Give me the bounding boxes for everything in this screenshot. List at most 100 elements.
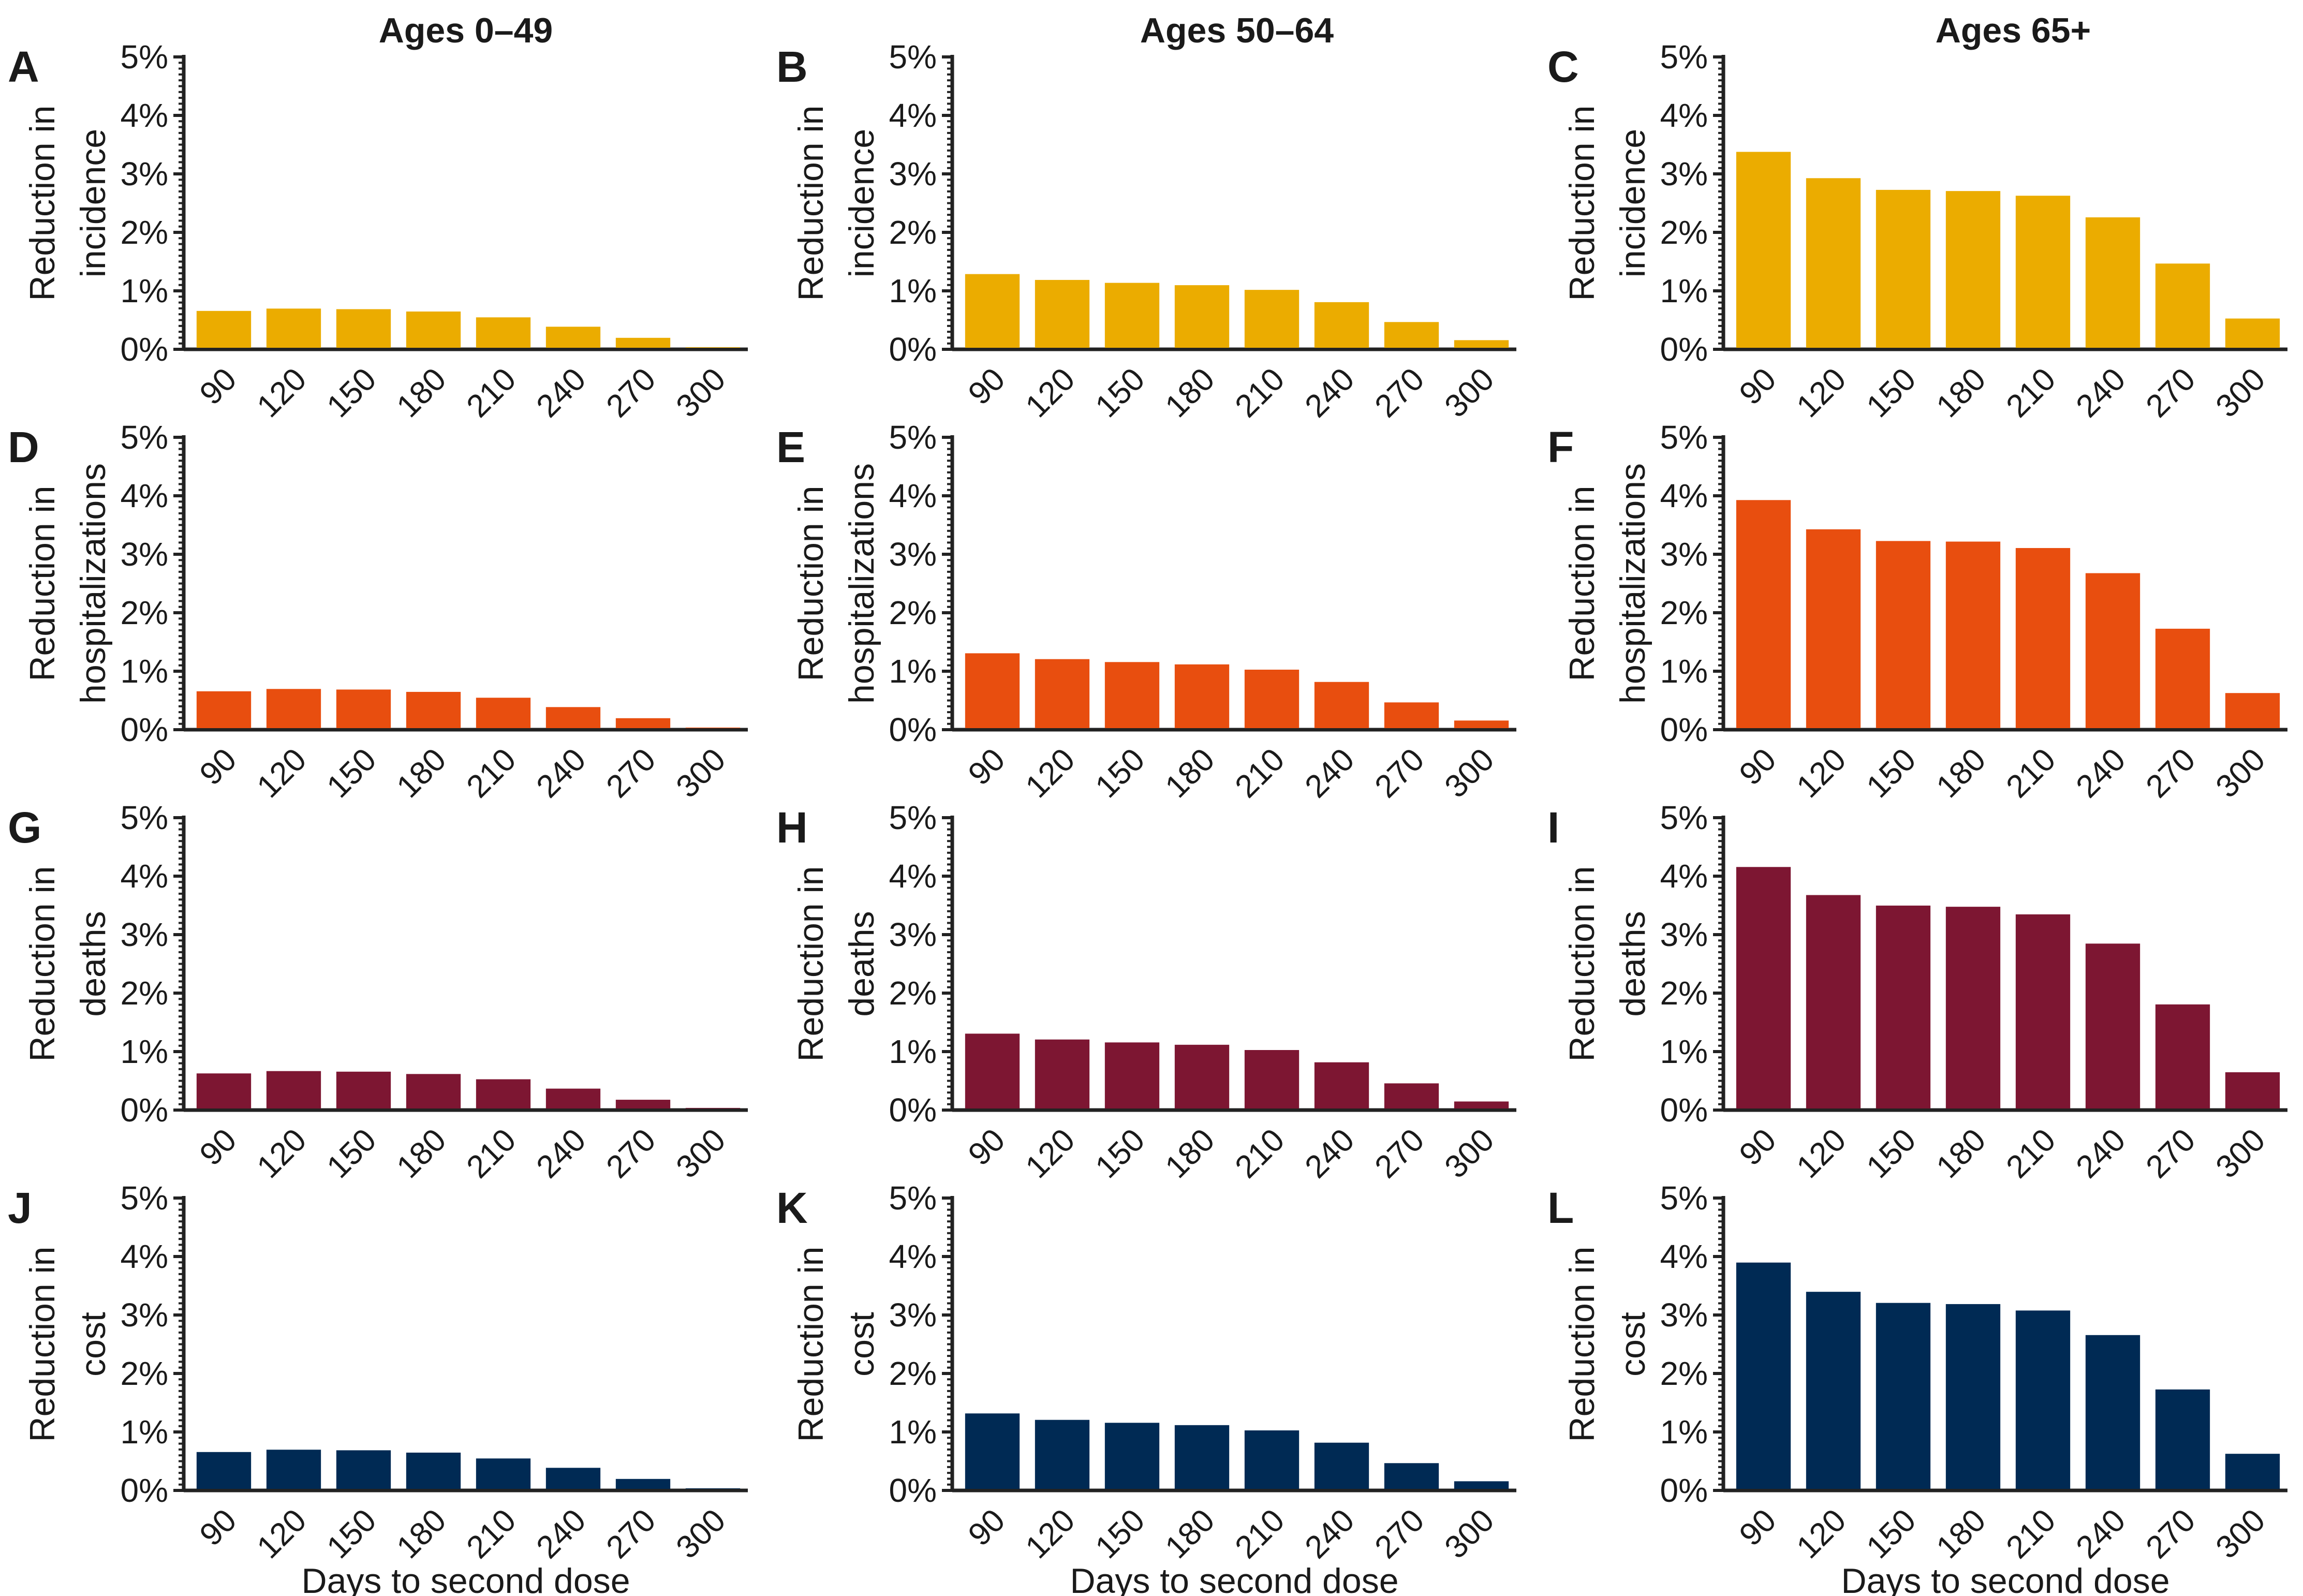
bar-120 [266,1071,321,1109]
y-tick-label: 3% [121,155,169,193]
y-tick-label: 4% [121,477,169,514]
bar-150 [1876,541,1931,728]
bar-150 [1876,905,1931,1109]
y-axis-label: incidence [73,129,113,277]
y-tick-label: 2% [121,1355,169,1392]
bar-150 [336,1071,391,1109]
y-tick-label: 3% [1660,1296,1708,1334]
bar-300 [1454,720,1509,728]
y-tick-label: 0% [1660,711,1708,748]
y-tick-label: 5% [889,419,937,456]
bar-240 [2085,943,2140,1109]
y-axis-label: Reduction in [23,485,62,681]
bar-180 [1174,664,1230,728]
y-tick-label: 1% [889,653,937,690]
bar-240 [545,1468,601,1489]
bar-150 [1104,283,1160,348]
bar-120 [1035,1420,1090,1489]
y-axis-label: hospitalizations [73,463,113,704]
panel-letter: K [776,1184,808,1232]
bar-300 [1454,1101,1509,1109]
y-tick-label: 4% [121,858,169,895]
panel-letter: H [776,803,808,852]
x-axis-title: Days to second dose [1841,1561,2169,1596]
bar-240 [545,1088,601,1109]
bar-210 [476,1079,531,1109]
bar-300 [1454,340,1509,348]
bar-300 [2225,318,2280,348]
column-title-ages-50-64: Ages 50–64 [1140,11,1334,50]
y-axis-label: hospitalizations [1613,463,1652,704]
y-tick-label: 1% [121,272,169,309]
bar-300 [685,347,741,348]
bar-270 [2155,263,2210,348]
y-tick-label: 1% [121,1033,169,1070]
bar-270 [2155,1004,2210,1109]
y-axis-label: Reduction in [791,866,831,1061]
bar-210 [1244,1050,1300,1109]
bar-210 [476,698,531,728]
y-tick-label: 5% [121,799,169,836]
y-tick-label: 2% [889,594,937,631]
panel-letter: F [1547,423,1574,471]
y-tick-label: 0% [1660,1091,1708,1129]
bar-300 [2225,1072,2280,1109]
y-tick-label: 3% [121,1296,169,1334]
y-axis-label: Reduction in [23,105,62,301]
y-axis-label: Reduction in [23,866,62,1061]
y-tick-label: 2% [121,974,169,1012]
y-axis-label: cost [1613,1312,1652,1377]
y-tick-label: 5% [121,419,169,456]
x-axis-title: Days to second dose [1070,1561,1398,1596]
panel-letter: L [1547,1184,1574,1232]
bar-180 [1945,191,2001,348]
bar-210 [2015,196,2071,348]
bar-240 [2085,1335,2140,1489]
bar-90 [196,691,252,728]
column-title-ages-65-plus: Ages 65+ [1936,11,2091,50]
y-tick-label: 4% [121,97,169,134]
panel-letter: J [8,1184,32,1232]
bar-90 [196,1452,252,1489]
y-tick-label: 4% [889,1238,937,1275]
y-tick-label: 2% [889,214,937,251]
y-tick-label: 1% [1660,1033,1708,1070]
bar-210 [2015,1310,2071,1489]
bar-240 [2085,217,2140,348]
y-axis-label: Reduction in [1562,485,1602,681]
x-axis-title: Days to second dose [301,1561,630,1596]
bar-120 [1806,1292,1861,1489]
y-tick-label: 3% [1660,916,1708,953]
panel-letter: E [776,423,805,471]
y-tick-label: 0% [1660,1472,1708,1509]
bar-180 [406,691,461,728]
y-axis-label: Reduction in [791,105,831,301]
bar-90 [965,1033,1020,1109]
y-axis-label: incidence [1613,129,1652,277]
y-tick-label: 1% [121,653,169,690]
bar-270 [615,718,671,728]
bar-270 [2155,1389,2210,1489]
bar-120 [1035,1039,1090,1109]
bar-240 [545,327,601,348]
y-tick-label: 2% [121,594,169,631]
bar-270 [615,1479,671,1489]
bar-270 [2155,628,2210,728]
y-axis-label: Reduction in [1562,866,1602,1061]
y-axis-label: Reduction in [791,1246,831,1442]
y-tick-label: 1% [889,1413,937,1451]
y-tick-label: 1% [1660,1413,1708,1451]
y-axis-label: cost [73,1312,113,1377]
bar-270 [1384,702,1439,728]
y-tick-label: 2% [1660,214,1708,251]
y-tick-label: 0% [889,331,937,368]
bar-300 [1454,1481,1509,1489]
bar-300 [685,1107,741,1109]
y-tick-label: 3% [1660,155,1708,193]
bar-300 [2225,1454,2280,1489]
bar-180 [1945,541,2001,728]
bar-120 [1806,895,1861,1109]
bar-90 [196,1073,252,1109]
